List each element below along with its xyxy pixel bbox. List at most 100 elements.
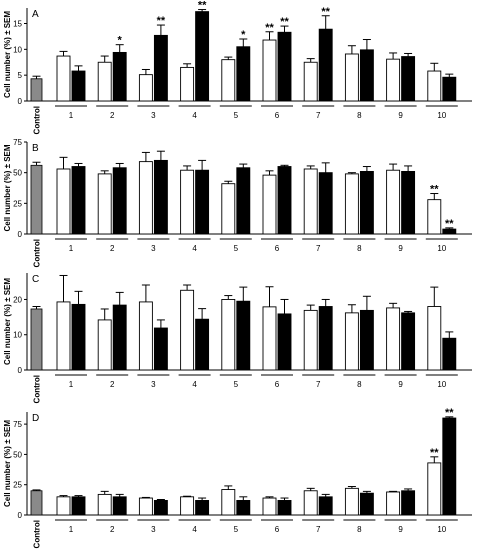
bar-series1-cat-9 (386, 169, 401, 235)
category-label: 6 (275, 111, 280, 120)
bar-series1-cat-10 (427, 199, 442, 235)
bar-series1-cat-1 (56, 301, 71, 371)
y-tick-label: 5 (18, 71, 23, 80)
bar-series2-cat-4 (195, 11, 210, 102)
significance-marker: ** (430, 447, 439, 459)
category-label: 5 (234, 380, 239, 389)
bar-series2-cat-7 (318, 28, 333, 102)
y-tick-label: 0 (18, 511, 23, 520)
control-label: Control (33, 375, 42, 403)
category-label: 3 (151, 525, 156, 534)
bar-series1-cat-1 (56, 55, 71, 102)
y-tick-label: 50 (13, 169, 22, 178)
category-label: 3 (151, 111, 156, 120)
bar-series1-cat-3 (138, 301, 153, 371)
bar-series1-cat-8 (344, 312, 359, 371)
bar-series1-cat-8 (344, 173, 359, 235)
y-tick-label: 15 (13, 20, 22, 29)
y-tick-label: 0 (18, 97, 23, 106)
bar-series2-cat-7 (318, 496, 333, 516)
significance-marker: ** (157, 15, 166, 27)
y-tick-label: 10 (13, 331, 22, 340)
bar-series2-cat-8 (359, 170, 374, 235)
bar-series1-cat-9 (386, 58, 401, 102)
category-label: 6 (275, 244, 280, 253)
significance-marker: ** (445, 218, 454, 230)
bar-series2-cat-8 (359, 309, 374, 371)
bar-series1-cat-3 (138, 74, 153, 102)
bar-series1-cat-5 (221, 299, 236, 371)
bar-series1-cat-4 (180, 169, 195, 235)
bar-series2-cat-1 (71, 496, 86, 516)
category-label: 3 (151, 380, 156, 389)
panel-a: 0 5 10 15 A Cell number (%) ± SEM Control 1 2 3 4 5… (3, 0, 472, 134)
bar-series2-cat-10 (442, 337, 457, 371)
y-tick-label: 0 (18, 366, 23, 375)
control-label: Control (33, 520, 42, 548)
bar-series2-cat-10 (442, 417, 457, 516)
bar-series2-cat-6 (277, 31, 292, 102)
bar-series2-cat-9 (401, 490, 416, 516)
category-label: 1 (69, 380, 74, 389)
control-label: Control (33, 239, 42, 267)
bar-series2-cat-10 (442, 76, 457, 102)
bar-series1-cat-4 (180, 289, 195, 371)
bar-series2-cat-8 (359, 49, 374, 102)
y-tick-label: 0 (18, 230, 23, 239)
bar-series1-cat-2 (97, 61, 112, 102)
category-label: 7 (316, 111, 321, 120)
bar-series2-cat-8 (359, 492, 374, 516)
bar-series1-cat-5 (221, 59, 236, 102)
bar-series2-cat-7 (318, 306, 333, 371)
y-tick-label: 10 (13, 45, 22, 54)
category-label: 9 (398, 380, 403, 389)
y-axis-label: Cell number (%) ± SEM (3, 11, 12, 98)
category-label: 2 (110, 380, 115, 389)
category-label: 9 (398, 525, 403, 534)
category-label: 10 (437, 111, 446, 120)
panel-letter: D (32, 413, 39, 424)
category-label: 4 (192, 525, 197, 534)
control-bar (30, 308, 43, 371)
bar-series2-cat-5 (236, 46, 251, 102)
category-label: 10 (437, 380, 446, 389)
bar-series1-cat-3 (138, 497, 153, 516)
bar-series1-cat-4 (180, 66, 195, 102)
bar-series2-cat-3 (153, 327, 168, 371)
y-axis-label: Cell number (%) ± SEM (3, 278, 12, 365)
bar-series1-cat-2 (97, 319, 112, 371)
category-label: 8 (357, 380, 362, 389)
category-label: 8 (357, 111, 362, 120)
category-label: 4 (192, 244, 197, 253)
bar-series1-cat-6 (262, 306, 277, 371)
bar-series1-cat-6 (262, 39, 277, 102)
bar-series1-cat-8 (344, 487, 359, 516)
bar-series2-cat-3 (153, 159, 168, 235)
bar-series1-cat-9 (386, 307, 401, 371)
bar-series1-cat-6 (262, 497, 277, 516)
category-label: 5 (234, 111, 239, 120)
significance-marker: ** (198, 0, 207, 12)
significance-marker: ** (445, 407, 454, 419)
category-label: 10 (437, 244, 446, 253)
bar-series2-cat-3 (153, 500, 168, 516)
bar-series2-cat-1 (71, 70, 86, 102)
significance-marker: ** (430, 184, 439, 196)
control-bar (30, 78, 43, 102)
bar-series1-cat-5 (221, 183, 236, 235)
bar-series2-cat-2 (112, 51, 127, 102)
panel-letter: B (32, 143, 39, 154)
bar-series2-cat-3 (153, 34, 168, 102)
bar-series2-cat-6 (277, 166, 292, 235)
bar-series2-cat-5 (236, 167, 251, 235)
significance-marker: * (118, 35, 123, 47)
bar-series2-cat-5 (236, 500, 251, 516)
category-label: 3 (151, 244, 156, 253)
category-label: 9 (398, 244, 403, 253)
category-label: 8 (357, 244, 362, 253)
y-axis-label: Cell number (%) ± SEM (3, 420, 12, 507)
category-label: 2 (110, 525, 115, 534)
bar-series1-cat-1 (56, 168, 71, 235)
